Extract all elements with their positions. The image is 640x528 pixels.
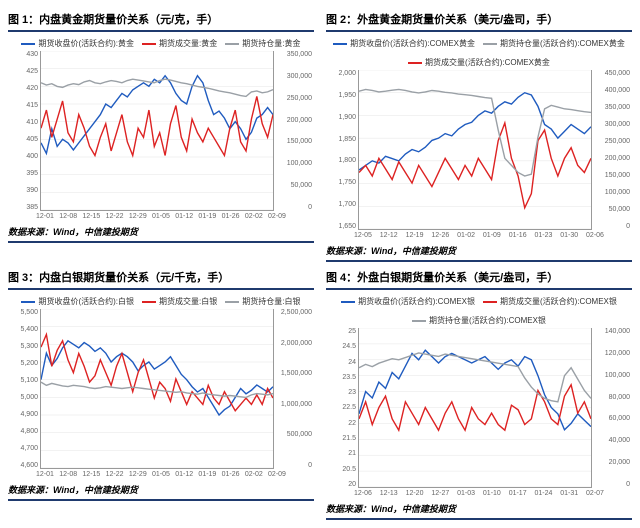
legend-label: 期货持仓量(活跃合约):COMEX银 <box>429 315 546 326</box>
y-axis-right: 450,000400,000350,000300,000250,000200,0… <box>592 70 632 230</box>
chart-block: 图 4：外盘白银期货量价关系（美元/盎司，手） 期货收盘价(活跃合约):COMEX… <box>326 266 632 520</box>
legend-label: 期货收盘价(活跃合约):黄金 <box>38 38 134 49</box>
legend-swatch <box>21 301 35 303</box>
legend-swatch <box>21 43 35 45</box>
chart-title: 图 4：外盘白银期货量价关系（美元/盎司，手） <box>326 272 558 284</box>
plot-area <box>358 328 592 488</box>
x-axis: 12-0612-1312-2012-2701-0301-1001-1701-24… <box>326 488 632 497</box>
legend-item: 期货成交量(活跃合约):COMEX银 <box>483 296 617 307</box>
y-axis-left: 2524.52423.52322.52221.52120.520 <box>326 328 358 488</box>
legend-swatch <box>333 43 347 45</box>
legend-swatch <box>483 301 497 303</box>
x-axis: 12-0112-0812-1512-2212-2901-0501-1201-19… <box>8 469 314 478</box>
legend-item: 期货收盘价(活跃合约):黄金 <box>21 38 134 49</box>
legend-swatch <box>408 62 422 64</box>
plot-area <box>40 309 274 469</box>
y-axis-right: 140,000120,000100,00080,00060,00040,0002… <box>592 328 632 488</box>
legend-item: 期货成交量(活跃合约):COMEX黄金 <box>408 57 550 68</box>
y-axis-left: 2,0001,9501,9001,8501,8001,7501,7001,650 <box>326 70 358 230</box>
x-axis: 12-0512-1212-1912-2601-0201-0901-1601-23… <box>326 230 632 239</box>
legend-label: 期货持仓量:白银 <box>242 296 300 307</box>
legend-swatch <box>225 43 239 45</box>
y-axis-left: 430425420415410405400395390385 <box>8 51 40 211</box>
legend-label: 期货收盘价(活跃合约):COMEX黄金 <box>350 38 475 49</box>
legend-swatch <box>412 320 426 322</box>
legend-item: 期货成交量:白银 <box>142 296 217 307</box>
source-text: 数据来源：Wind，中信建投期货 <box>8 222 314 243</box>
legend: 期货收盘价(活跃合约):COMEX黄金 期货持仓量(活跃合约):COMEX黄金期货… <box>326 36 632 70</box>
y-axis-left: 5,5005,4005,3005,2005,1005,0004,9004,800… <box>8 309 40 469</box>
plot-area <box>358 70 592 230</box>
chart-title: 图 1：内盘黄金期货量价关系（元/克，手） <box>8 14 218 26</box>
chart-block: 图 3：内盘白银期货量价关系（元/千克，手） 期货收盘价(活跃合约):白银 期货成交… <box>8 266 314 520</box>
legend-label: 期货收盘价(活跃合约):COMEX银 <box>358 296 475 307</box>
legend-item: 期货持仓量:黄金 <box>225 38 300 49</box>
source-text: 数据来源：Wind，中信建投期货 <box>8 480 314 501</box>
y-axis-right: 2,500,0002,000,0001,500,0001,000,000500,… <box>274 309 314 469</box>
legend: 期货收盘价(活跃合约):白银 期货成交量:白银 期货持仓量:白银 <box>8 294 314 309</box>
legend-item: 期货成交量:黄金 <box>142 38 217 49</box>
legend-swatch <box>483 43 497 45</box>
legend-item: 期货收盘价(活跃合约):COMEX黄金 <box>333 38 475 49</box>
legend: 期货收盘价(活跃合约):黄金 期货成交量:黄金 期货持仓量:黄金 <box>8 36 314 51</box>
plot-area <box>40 51 274 211</box>
legend-item: 期货持仓量(活跃合约):COMEX银 <box>412 315 546 326</box>
chart-title: 图 3：内盘白银期货量价关系（元/千克，手） <box>8 272 229 284</box>
legend-swatch <box>341 301 355 303</box>
chart-title: 图 2：外盘黄金期货量价关系（美元/盎司，手） <box>326 14 558 26</box>
x-axis: 12-0112-0812-1512-2212-2901-0501-1201-19… <box>8 211 314 220</box>
legend-label: 期货成交量(活跃合约):COMEX黄金 <box>425 57 550 68</box>
legend-item: 期货持仓量(活跃合约):COMEX黄金 <box>483 38 625 49</box>
legend-label: 期货持仓量:黄金 <box>242 38 300 49</box>
legend-item: 期货收盘价(活跃合约):白银 <box>21 296 134 307</box>
legend-swatch <box>142 43 156 45</box>
legend-label: 期货成交量:黄金 <box>159 38 217 49</box>
legend-label: 期货持仓量(活跃合约):COMEX黄金 <box>500 38 625 49</box>
legend: 期货收盘价(活跃合约):COMEX银 期货成交量(活跃合约):COMEX银期货持仓… <box>326 294 632 328</box>
source-text: 数据来源：Wind，中信建投期货 <box>326 499 632 520</box>
legend-item: 期货持仓量:白银 <box>225 296 300 307</box>
legend-swatch <box>225 301 239 303</box>
y-axis-right: 350,000300,000250,000200,000150,000100,0… <box>274 51 314 211</box>
source-text: 数据来源：Wind，中信建投期货 <box>326 241 632 262</box>
legend-label: 期货收盘价(活跃合约):白银 <box>38 296 134 307</box>
legend-label: 期货成交量:白银 <box>159 296 217 307</box>
legend-swatch <box>142 301 156 303</box>
chart-block: 图 1：内盘黄金期货量价关系（元/克，手） 期货收盘价(活跃合约):黄金 期货成交量… <box>8 8 314 262</box>
chart-block: 图 2：外盘黄金期货量价关系（美元/盎司，手） 期货收盘价(活跃合约):COMEX… <box>326 8 632 262</box>
legend-item: 期货收盘价(活跃合约):COMEX银 <box>341 296 475 307</box>
legend-label: 期货成交量(活跃合约):COMEX银 <box>500 296 617 307</box>
